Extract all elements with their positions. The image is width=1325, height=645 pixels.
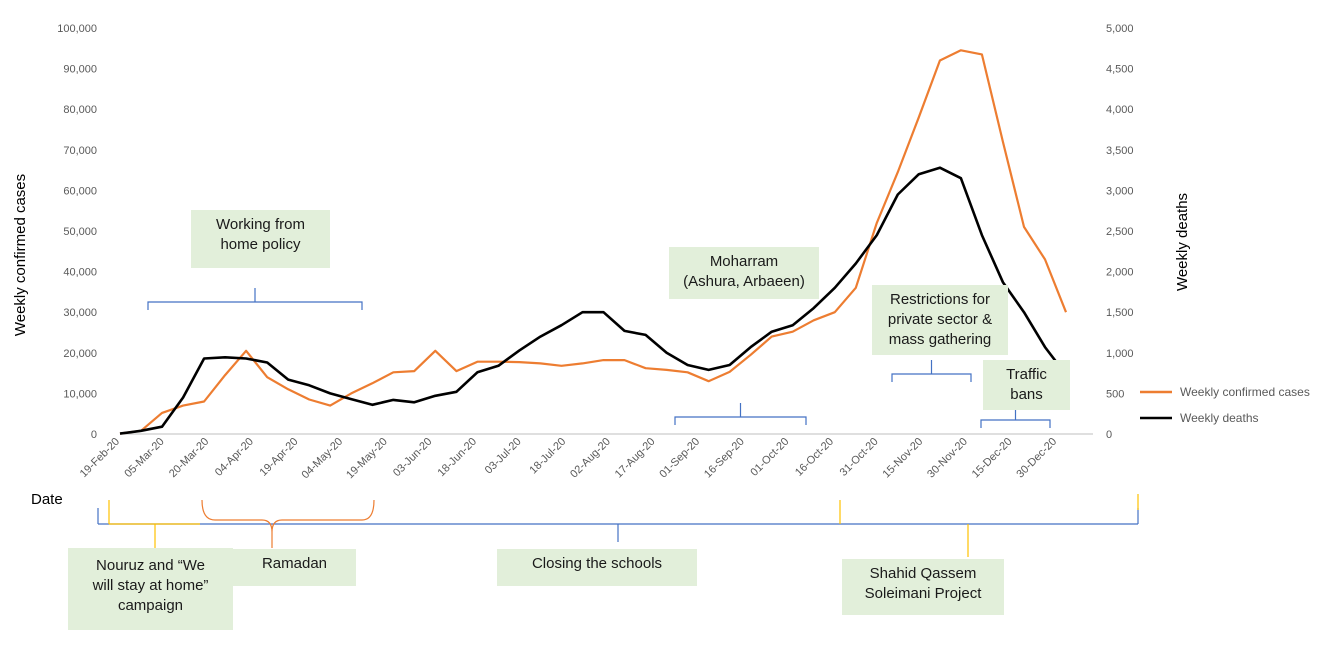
annotation-nouruz: Nouruz and “We will stay at home” campai… xyxy=(68,548,233,630)
series-line-weekly-deaths xyxy=(119,166,1068,435)
legend: Weekly confirmed cases Weekly deaths xyxy=(1140,385,1310,425)
annotation-line: Ramadan xyxy=(261,555,328,572)
x-tick-label: 04-May-20 xyxy=(300,436,346,482)
x-tick-label: 03-Jul-20 xyxy=(483,436,524,477)
x-tick-label: 19-Feb-20 xyxy=(78,436,122,480)
y2-tick-label: 4,000 xyxy=(1106,104,1134,116)
x-tick-label: 31-Oct-20 xyxy=(838,436,881,479)
annotation-shahid: Shahid Qassem Soleimani Project xyxy=(842,559,1004,615)
legend-label-deaths: Weekly deaths xyxy=(1180,411,1259,425)
x-tick-label: 16-Oct-20 xyxy=(793,436,836,479)
left-y-tick-labels: 0 10,000 20,000 30,000 40,000 50,000 60,000 70,… xyxy=(57,23,97,441)
bracket-moharram xyxy=(674,403,807,425)
y-tick-label: 0 xyxy=(91,429,97,441)
annotation-line: Shahid Qassem xyxy=(869,565,977,582)
x-tick-label: 17-Aug-20 xyxy=(613,436,658,481)
bracket-ramadan xyxy=(201,499,375,533)
annotation-traffic: Traffic bans xyxy=(983,360,1070,410)
annotation-line: Soleimani Project xyxy=(864,585,982,602)
y2-tick-label: 2,000 xyxy=(1106,267,1134,279)
x-axis-title: Date xyxy=(31,491,63,508)
bracket-working-home xyxy=(147,288,363,310)
y2-axis-title: Weekly deaths xyxy=(1174,193,1191,291)
bracket-restrictions xyxy=(891,360,972,382)
y2-tick-label: 0 xyxy=(1106,429,1112,441)
x-tick-label: 18-Jul-20 xyxy=(527,436,568,477)
period-brackets xyxy=(97,288,1139,557)
annotation-closing-schools: Closing the schools xyxy=(497,549,697,586)
annotation-line: private sector & xyxy=(887,311,993,328)
y2-tick-label: 500 xyxy=(1106,388,1124,400)
y2-tick-label: 1,000 xyxy=(1106,348,1134,360)
annotation-moharram: Moharram (Ashura, Arbaeen) xyxy=(669,247,819,299)
right-y-tick-labels: 0 500 1,000 1,500 2,000 2,500 3,000 3,500 4,000 4… xyxy=(1106,23,1134,441)
x-tick-label: 05-Mar-20 xyxy=(122,436,166,480)
x-tick-label: 18-Jun-20 xyxy=(436,436,480,480)
annotation-working-home: Working from home policy xyxy=(191,210,330,268)
annotation-line: mass gathering xyxy=(888,331,992,348)
x-tick-label: 01-Oct-20 xyxy=(748,436,791,479)
y-tick-label: 60,000 xyxy=(63,185,97,197)
y2-tick-label: 1,500 xyxy=(1106,307,1134,319)
y2-tick-label: 4,500 xyxy=(1106,64,1134,76)
x-tick-label: 16-Sep-20 xyxy=(702,436,747,481)
annotation-line: will stay at home” xyxy=(92,577,209,594)
x-tick-label: 01-Sep-20 xyxy=(657,436,702,481)
x-tick-label: 15-Nov-20 xyxy=(881,436,926,481)
x-tick-label: 19-Apr-20 xyxy=(258,436,301,479)
x-tick-label: 02-Aug-20 xyxy=(568,436,613,481)
annotation-line: bans xyxy=(1010,386,1043,403)
series-line-weekly-confirmed-cases xyxy=(119,49,1068,435)
x-tick-label: 30-Dec-20 xyxy=(1014,436,1059,481)
y2-tick-label: 3,500 xyxy=(1106,145,1134,157)
annotation-line: Working from xyxy=(216,216,305,233)
annotation-line: Closing the schools xyxy=(531,555,663,572)
y-axis-title: Weekly confirmed cases xyxy=(12,174,29,336)
annotation-line: (Ashura, Arbaeen) xyxy=(683,273,805,290)
annotation-ramadan: Ramadan xyxy=(233,549,356,586)
y-tick-label: 80,000 xyxy=(63,104,97,116)
x-tick-label: 20-Mar-20 xyxy=(167,436,211,480)
y-tick-label: 20,000 xyxy=(63,348,97,360)
annotation-line: Restrictions for xyxy=(889,291,991,308)
legend-label-cases: Weekly confirmed cases xyxy=(1180,385,1310,399)
y-tick-label: 30,000 xyxy=(63,307,97,319)
y2-tick-label: 2,500 xyxy=(1106,226,1134,238)
annotation-line: campaign xyxy=(117,597,184,614)
x-tick-label: 04-Apr-20 xyxy=(213,436,256,479)
annotation-line: Moharram xyxy=(709,253,779,270)
x-tick-label: 03-Jun-20 xyxy=(391,436,435,480)
annotation-line: Traffic xyxy=(1006,366,1047,383)
x-tick-label: 19-May-20 xyxy=(344,436,390,482)
y-tick-label: 100,000 xyxy=(57,23,97,35)
annotation-line: Nouruz and “We xyxy=(96,557,205,574)
y-tick-label: 90,000 xyxy=(63,64,97,76)
y-tick-label: 70,000 xyxy=(63,145,97,157)
y-tick-label: 40,000 xyxy=(63,267,97,279)
x-tick-label: 15-Dec-20 xyxy=(970,436,1015,481)
y2-tick-label: 5,000 xyxy=(1106,23,1134,35)
y-tick-label: 10,000 xyxy=(63,388,97,400)
y2-tick-label: 3,000 xyxy=(1106,185,1134,197)
annotation-line: home policy xyxy=(220,236,301,253)
series-lines xyxy=(119,49,1068,435)
x-tick-labels: 19-Feb-20 05-Mar-20 20-Mar-20 04-Apr-20 19-A… xyxy=(78,436,1059,482)
annotation-restrictions: Restrictions for private sector & mass g… xyxy=(872,285,1008,355)
x-tick-label: 30-Nov-20 xyxy=(925,436,970,481)
y-tick-label: 50,000 xyxy=(63,226,97,238)
